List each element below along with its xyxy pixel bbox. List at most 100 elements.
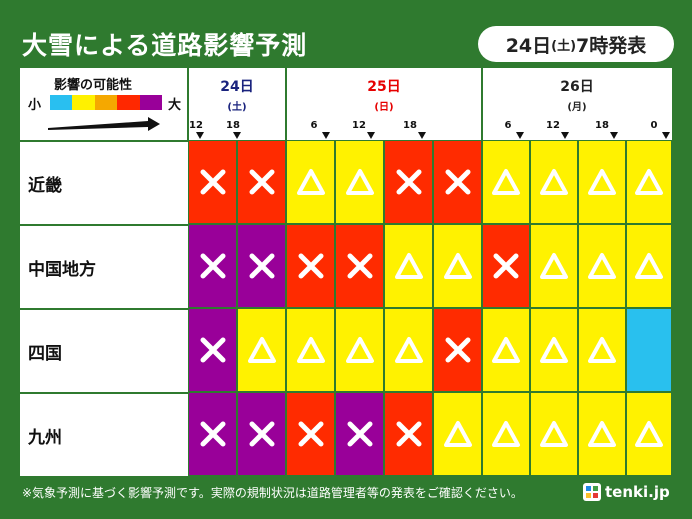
cross-icon [200,337,225,363]
triangle-icon [588,337,616,363]
forecast-cell [626,224,672,308]
tick-marker-icon [322,132,330,139]
tick-marker-icon [367,132,375,139]
day-label-text: 26日 [560,79,594,95]
forecast-cell [626,140,672,224]
tick-marker-icon [233,132,241,139]
triangle-icon [588,253,616,279]
triangle-icon [588,169,616,195]
cross-icon [347,421,372,447]
triangle-icon [635,169,663,195]
cross-icon [396,169,421,195]
cross-icon [249,253,274,279]
legend-color-scale [50,95,163,110]
day-label-26: 26日 (月) [482,76,672,113]
triangle-icon [492,169,520,195]
day-label-25: 25日 (日) [286,76,482,113]
issued-time-badge: 24日 (土) 7時発表 [478,26,674,62]
forecast-cell [237,224,286,308]
day-label-text: 24日 [220,79,254,95]
legend-swatch [72,95,95,110]
cross-icon [396,421,421,447]
legend-swatch [94,95,118,110]
cross-icon [249,421,274,447]
forecast-cell [335,224,384,308]
triangle-icon [492,421,520,447]
time-tick-label: 18 [595,120,609,131]
brand-name: tenki.jp [605,483,670,501]
time-tick-label: 12 [352,120,366,131]
forecast-cell [530,140,578,224]
triangle-icon [345,169,374,195]
cross-icon [200,253,225,279]
forecast-cell [335,308,384,392]
triangle-icon [394,253,423,279]
time-tick-label: 0 [650,120,658,131]
forecast-cell [384,392,433,476]
triangle-icon [443,421,472,447]
header-divider [285,68,287,140]
triangle-icon [540,169,568,195]
forecast-cell [578,308,626,392]
header-divider [187,68,189,140]
arrow-right-icon [48,117,160,131]
tick-marker-icon [516,132,524,139]
forecast-cell [578,392,626,476]
forecast-cell [530,392,578,476]
triangle-icon [635,253,663,279]
forecast-cell [286,308,335,392]
issued-time: 7時発表 [576,34,647,57]
tick-marker-icon [610,132,618,139]
forecast-cell [626,392,672,476]
forecast-cell [626,308,672,392]
header-divider [481,68,483,140]
legend-title: 影響の可能性 [54,78,133,93]
forecast-cell [433,140,482,224]
tick-marker-icon [196,132,204,139]
forecast-cell [384,308,433,392]
triangle-icon [540,421,568,447]
time-tick-label: 6 [310,120,318,131]
forecast-cell [286,392,335,476]
day-weekday: (土) [227,102,247,113]
issued-day: 24日 [505,34,552,57]
forecast-cell [188,224,237,308]
triangle-icon [296,337,325,363]
cross-icon [445,337,470,363]
region-label: 九州 [20,392,188,476]
time-tick-label: 12 [189,120,203,131]
legend-large-label: 大 [168,98,182,113]
forecast-cell [433,392,482,476]
forecast-cell [237,308,286,392]
forecast-cell [237,140,286,224]
forecast-cell [384,224,433,308]
triangle-icon [588,421,616,447]
tenki-logo-icon [583,483,601,501]
time-tick-label: 18 [226,120,240,131]
forecast-grid: 影響の可能性 小 大 24日 (土) 25日 (日) 26日 (月) 12 18 6… [20,68,672,476]
forecast-cell [578,224,626,308]
forecast-cell [482,224,530,308]
triangle-icon [540,253,568,279]
cross-icon [347,253,372,279]
cross-icon [445,169,470,195]
legend-swatch [139,95,163,110]
forecast-cell [384,140,433,224]
forecast-cell [188,392,237,476]
footnote: ※気象予測に基づく影響予測です。実際の規制状況は道路管理者等の発表をご確認くださ… [22,486,523,500]
legend-swatch [117,95,140,110]
cross-icon [200,169,225,195]
time-tick-label: 6 [504,120,512,131]
legend-swatch [50,95,73,110]
forecast-cell [530,308,578,392]
triangle-icon [247,337,276,363]
cross-icon [249,169,274,195]
cross-icon [298,253,323,279]
forecast-cell [237,392,286,476]
cross-icon [298,421,323,447]
day-weekday: (日) [374,102,394,113]
triangle-icon [296,169,325,195]
triangle-icon [635,421,663,447]
legend: 影響の可能性 小 大 [20,68,188,140]
forecast-cell [482,140,530,224]
